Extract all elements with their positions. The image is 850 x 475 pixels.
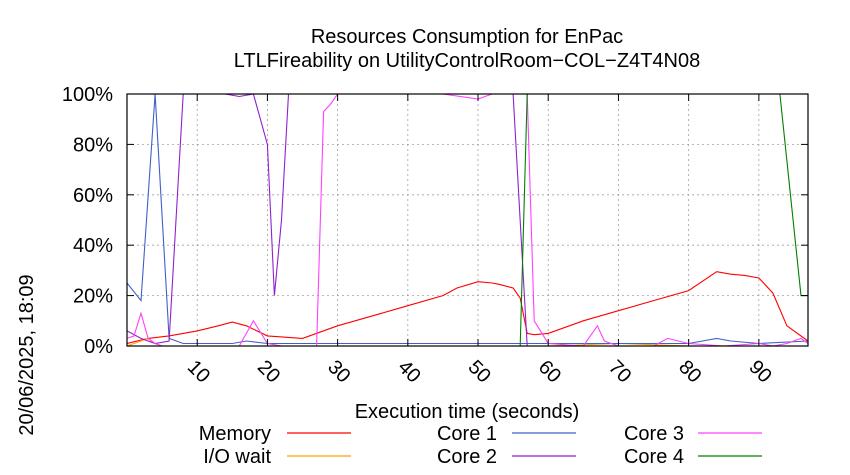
y-tick-label: 40% [73, 235, 113, 257]
y-tick-label: 0% [84, 336, 113, 358]
series-line-core-1 [126, 93, 809, 345]
legend-label: Core 1 [437, 423, 497, 445]
x-tick-label: 30 [323, 356, 354, 387]
timestamp-label: 20/06/2025, 18:09 [16, 274, 38, 435]
chart-title-line-1: Resources Consumption for EnPac [311, 26, 623, 48]
chart-title-line-2: LTLFireability on UtilityControlRoom−COL… [234, 50, 700, 72]
series-line-core-4 [127, 93, 808, 347]
series-group [126, 93, 809, 347]
x-axis-label: Execution time (seconds) [355, 401, 580, 423]
series-line-memory [126, 271, 809, 345]
plot-frame [126, 93, 809, 347]
legend-label: Memory [199, 423, 271, 445]
x-tick-label: 60 [534, 356, 565, 387]
legend-label: Core 3 [624, 423, 684, 445]
x-tick-label: 10 [183, 356, 214, 387]
series-line-core-2 [126, 93, 528, 347]
x-tick-label: 50 [464, 356, 495, 387]
grid [127, 93, 808, 346]
x-tick-label: 80 [674, 356, 705, 387]
y-tick-label: 20% [73, 286, 113, 308]
y-tick-label: 80% [73, 134, 113, 156]
y-tick-label: 100% [62, 84, 113, 106]
legend-label: Core 4 [624, 446, 684, 468]
x-tick-label: 40 [393, 356, 424, 387]
x-tick-label: 90 [744, 356, 775, 387]
y-tick-label: 60% [73, 185, 113, 207]
legend-label: I/O wait [203, 446, 271, 468]
x-tick-label: 70 [604, 356, 635, 387]
series-line-core-3 [126, 93, 809, 347]
legend-label: Core 2 [437, 446, 497, 468]
x-tick-label: 20 [253, 356, 284, 387]
y-axis: 0% 20% 40% 60% 80% 100% [62, 84, 808, 358]
